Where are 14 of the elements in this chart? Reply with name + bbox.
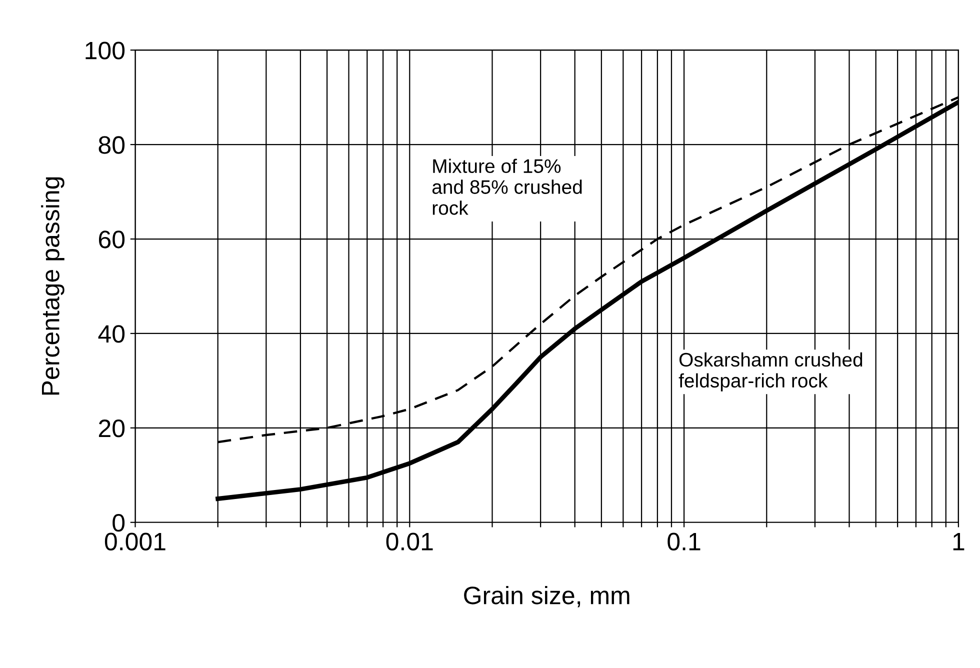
x-tick-label: 0.01 [386, 532, 433, 550]
y-tick-label: 20 [98, 420, 125, 438]
annotation: Mixture of 15% and 85% crushed rock [432, 158, 582, 215]
y-tick-label: 40 [98, 325, 125, 343]
x-axis-title: Grain size, mm [464, 586, 630, 608]
y-tick-label: 60 [98, 230, 125, 248]
y-tick-label: 100 [86, 42, 125, 60]
y-tick-label: 0 [112, 514, 125, 532]
y-tick-label: 80 [98, 136, 125, 154]
x-tick-label: 1 [953, 533, 964, 550]
y-axis-title: Percentage passing [41, 177, 64, 395]
x-tick-label: 0.1 [668, 532, 700, 550]
x-tick-label: 0.001 [104, 532, 166, 550]
annotation: Oskarshamn crushed feldspar-rich rock [678, 352, 862, 392]
